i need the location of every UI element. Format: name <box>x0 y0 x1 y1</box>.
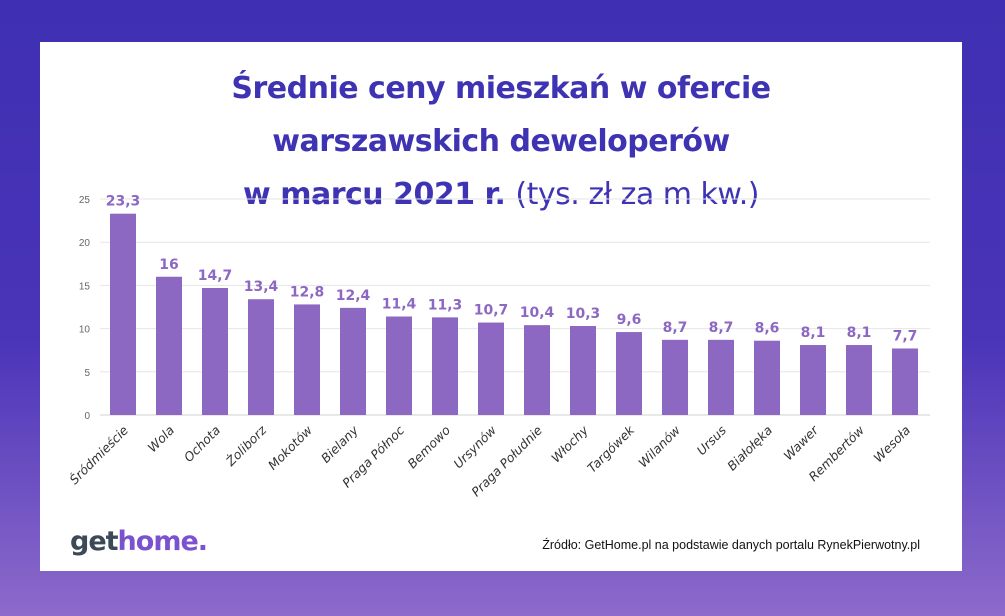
bar <box>616 332 642 415</box>
bar <box>248 299 274 415</box>
data-label: 8,1 <box>801 325 826 341</box>
x-category-label: Ursus <box>694 422 730 458</box>
x-category-label: Żoliborz <box>222 422 269 469</box>
y-tick-label: 15 <box>79 281 91 292</box>
chart-title: Średnie ceny mieszkań w ofercie warszaws… <box>40 62 962 221</box>
data-label: 11,3 <box>428 297 463 313</box>
bar <box>110 213 136 415</box>
source-note: Źródło: GetHome.pl na podstawie danych p… <box>542 538 920 552</box>
bar <box>524 325 550 415</box>
title-line-2: warszawskich deweloperów <box>272 124 730 159</box>
x-category-label: Bemowo <box>404 422 453 471</box>
data-label: 12,4 <box>336 288 371 304</box>
bar <box>754 340 780 415</box>
y-tick-label: 0 <box>84 411 90 422</box>
bar <box>340 307 366 415</box>
x-category-label: Bielany <box>318 422 362 466</box>
logo-home: home. <box>117 526 208 557</box>
bar <box>662 339 688 415</box>
bar <box>202 287 228 415</box>
y-tick-label: 25 <box>79 195 91 206</box>
data-label: 12,8 <box>290 284 325 300</box>
x-category-label: Białołęka <box>724 423 775 474</box>
infographic-card: Średnie ceny mieszkań w ofercie warszaws… <box>40 42 962 571</box>
y-tick-label: 10 <box>79 325 91 336</box>
x-category-label: Wilanów <box>635 422 683 470</box>
bar-chart: 0 5 10 15 20 25 23,3 Śródmieście 16 Wola 14,7 Ochot… <box>66 194 930 499</box>
logo-get: get <box>70 526 119 557</box>
x-category-label: Targówek <box>584 422 637 475</box>
data-label: 8,7 <box>709 320 734 336</box>
bar <box>708 339 734 415</box>
y-tick-label: 20 <box>79 238 91 249</box>
bar <box>892 348 918 415</box>
title-line-1: Średnie ceny mieszkań w ofercie <box>231 71 771 106</box>
title-line-3: w marcu 2021 r. (tys. zł za m kw.) <box>40 168 962 221</box>
data-label: 10,3 <box>566 306 601 322</box>
x-category-label: Ochota <box>181 423 223 465</box>
data-label: 7,7 <box>893 328 918 344</box>
x-category-label: Włochy <box>548 422 591 465</box>
data-label: 8,1 <box>847 325 872 341</box>
bar <box>294 304 320 415</box>
title-date: w marcu 2021 r. <box>243 177 506 212</box>
bar <box>478 322 504 415</box>
data-label: 10,4 <box>520 305 555 321</box>
data-label: 8,6 <box>755 321 780 337</box>
x-category-label: Mokotów <box>265 422 316 473</box>
data-label: 10,7 <box>474 303 509 319</box>
data-label: 16 <box>159 257 178 273</box>
data-label: 11,4 <box>382 297 417 313</box>
x-category-label: Śródmieście <box>66 422 131 487</box>
data-label: 13,4 <box>244 279 279 295</box>
bar <box>846 345 872 415</box>
data-label: 23,3 <box>106 194 141 210</box>
x-category-label: Wesoła <box>870 423 913 466</box>
bar <box>386 316 412 415</box>
y-tick-label: 5 <box>84 368 90 379</box>
title-unit: (tys. zł za m kw.) <box>515 177 759 212</box>
bar <box>570 326 596 415</box>
x-category-label: Wola <box>144 423 177 456</box>
x-category-label: Wawer <box>781 422 822 463</box>
bar <box>432 317 458 415</box>
data-label: 14,7 <box>198 268 233 284</box>
data-label: 8,7 <box>663 320 688 336</box>
gethome-logo: gethome. <box>70 526 208 557</box>
data-label: 9,6 <box>617 312 642 328</box>
bar <box>800 345 826 415</box>
bar <box>156 276 182 415</box>
